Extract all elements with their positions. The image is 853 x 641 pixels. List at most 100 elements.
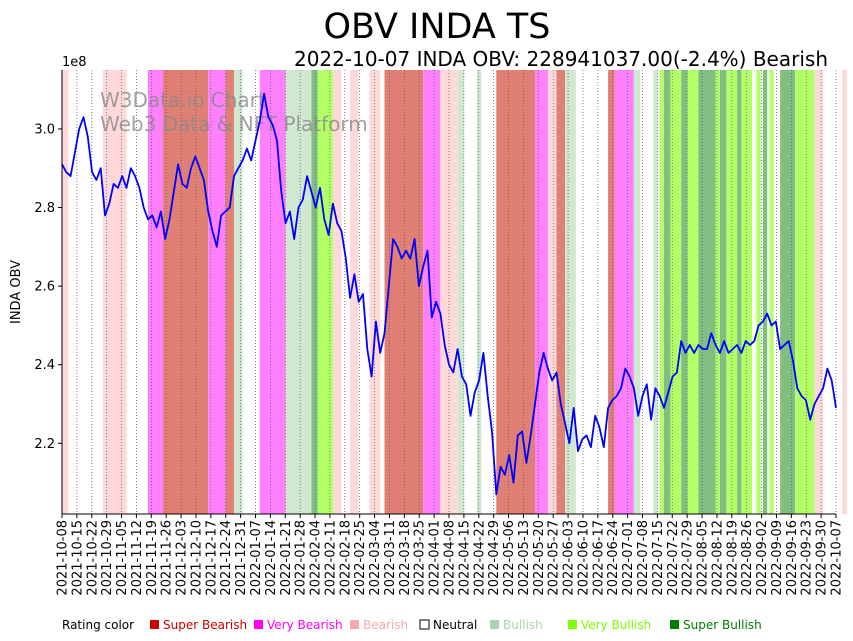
x-tick-label: 2022-02-18 (338, 520, 353, 596)
rating-band-43 (795, 70, 815, 514)
x-tick-label: 2022-06-24 (606, 520, 621, 596)
legend-item-label: Bearish (363, 618, 408, 632)
legend-swatch (670, 620, 679, 629)
legend-item-label: Very Bullish (581, 618, 651, 632)
x-tick-label: 2021-11-05 (115, 520, 130, 596)
rating-band-39 (756, 70, 761, 514)
rating-band-5 (225, 70, 234, 514)
series-line-obv (61, 92, 837, 496)
legend-swatch (568, 620, 577, 629)
x-tick-label: 2021-10-29 (100, 520, 115, 596)
rating-band-34 (715, 70, 720, 514)
x-tick-label: 2022-01-07 (249, 520, 264, 596)
rating-band-32 (687, 70, 699, 514)
x-tick-label: 2022-02-25 (353, 520, 368, 596)
legend-swatch (254, 620, 263, 629)
y-tick-label: 3.0 (34, 122, 55, 137)
x-tick-label: 2021-12-03 (175, 520, 190, 596)
rating-bands (62, 70, 847, 514)
legend-swatch (150, 620, 159, 629)
x-tick-label: 2022-08-05 (696, 520, 711, 596)
legend-item-label: Neutral (433, 618, 477, 632)
x-tick-label: 2022-02-04 (309, 520, 324, 596)
x-tick-label: 2022-09-09 (770, 520, 785, 596)
rating-band-19 (496, 70, 535, 514)
x-tick-label: 2022-08-19 (725, 520, 740, 596)
x-tick-label: 2022-04-08 (443, 520, 458, 596)
x-tick-label: 2021-12-31 (234, 520, 249, 596)
y-tick-label: 2.4 (34, 358, 55, 373)
vertical-gridlines (61, 70, 837, 514)
x-tick-label: 2022-04-01 (428, 520, 443, 596)
x-tick-label: 2022-03-04 (368, 520, 383, 596)
y-tick-label: 2.6 (34, 280, 55, 295)
chart-title: OBV INDA TS (323, 7, 550, 47)
rating-band-29 (664, 70, 671, 514)
x-tick-label: 2021-12-17 (204, 520, 219, 596)
legend-item-label: Super Bearish (163, 618, 247, 632)
x-tick-label: 2022-08-12 (710, 520, 725, 596)
legend-item-label: Bullish (503, 618, 543, 632)
legend-item-label: Very Bearish (267, 618, 343, 632)
x-tick-label: 2022-03-25 (413, 520, 428, 596)
rating-band-31 (681, 70, 688, 514)
legend-swatch (419, 619, 430, 630)
legend-item-label: Super Bullish (683, 618, 762, 632)
rating-band-24 (608, 70, 615, 514)
x-ticks: 2021-10-08 2021-10-15 2021-10-22 2021-10-29… (56, 514, 845, 596)
rating-band-40 (762, 70, 768, 514)
rating-band-11 (332, 70, 342, 514)
rating-band-30 (670, 70, 682, 514)
x-tick-label: 2022-01-14 (264, 520, 279, 596)
watermark-line-1: W3Data.io Chart (100, 88, 266, 112)
legend: Rating color Super Bearish Very Bearish Be… (62, 618, 762, 632)
x-tick-label: 2022-05-27 (547, 520, 562, 596)
rating-band-27 (653, 70, 658, 514)
rating-band-44 (814, 70, 824, 514)
x-tick-label: 2022-09-16 (785, 520, 800, 596)
x-tick-label: 2022-04-29 (487, 520, 502, 596)
rating-band-37 (737, 70, 742, 514)
x-tick-label: 2022-06-17 (591, 520, 606, 596)
rating-band-42 (780, 70, 796, 514)
x-tick-label: 2022-07-22 (666, 520, 681, 596)
watermark-line-2: Web3 Data & NFT Platform (100, 112, 368, 136)
rating-band-26 (633, 70, 641, 514)
rating-band-3 (163, 70, 209, 514)
y-tick-label: 2.2 (34, 437, 55, 452)
legend-swatch (490, 620, 499, 629)
rating-band-14 (384, 70, 424, 514)
rating-band-4 (208, 70, 226, 514)
rating-band-10 (317, 70, 333, 514)
y-axis-label: INDA OBV (9, 260, 24, 324)
rating-band-7 (259, 70, 286, 514)
x-tick-label: 2021-10-22 (85, 520, 100, 596)
rating-band-45 (842, 70, 847, 514)
x-tick-label: 2022-02-11 (323, 520, 338, 596)
x-tick-label: 2022-05-06 (502, 520, 517, 596)
x-tick-label: 2021-12-24 (219, 520, 234, 596)
rating-band-2 (148, 70, 164, 514)
x-tick-label: 2022-07-29 (681, 520, 696, 596)
x-tick-label: 2022-07-01 (621, 520, 636, 596)
rating-band-20 (535, 70, 548, 514)
x-tick-label: 2021-11-26 (160, 520, 175, 596)
x-tick-label: 2022-07-15 (651, 520, 666, 596)
x-tick-label: 2022-07-08 (636, 520, 651, 596)
rating-band-12 (350, 70, 359, 514)
x-tick-label: 2022-09-30 (815, 520, 830, 596)
x-tick-label: 2022-06-03 (562, 520, 577, 596)
x-tick-label: 2022-03-18 (398, 520, 413, 596)
rating-band-35 (719, 70, 727, 514)
chart-subtitle: 2022-10-07 INDA OBV: 228941037.00(-2.4%)… (294, 47, 828, 71)
x-tick-label: 2021-11-19 (145, 520, 160, 596)
x-tick-label: 2022-05-13 (517, 520, 532, 596)
x-tick-label: 2022-01-21 (279, 520, 294, 596)
x-tick-label: 2022-01-28 (294, 520, 309, 596)
rating-band-6 (234, 70, 243, 514)
rating-band-9 (311, 70, 318, 514)
rating-band-8 (285, 70, 312, 514)
x-tick-label: 2022-03-11 (383, 520, 398, 596)
x-tick-label: 2022-08-26 (740, 520, 755, 596)
rating-band-22 (556, 70, 566, 514)
